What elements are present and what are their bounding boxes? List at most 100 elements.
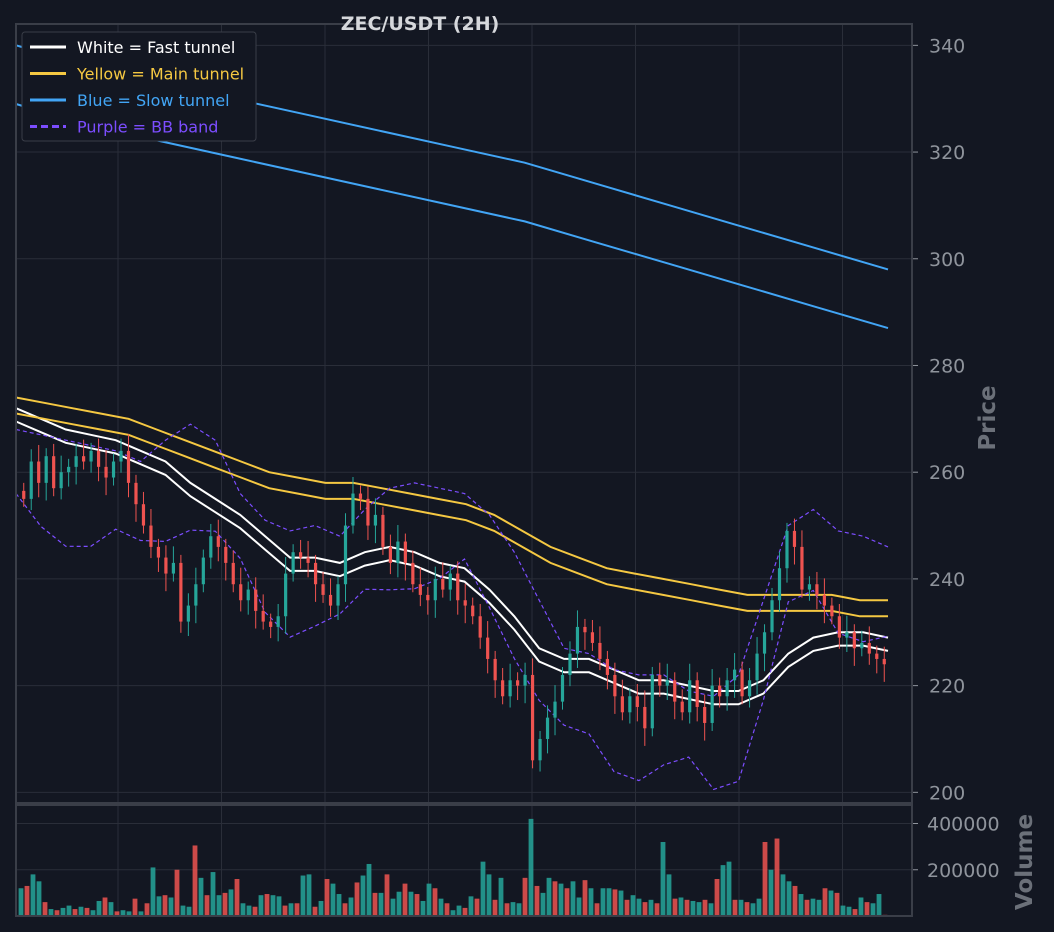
candle-body (740, 669, 744, 697)
volume-bar (168, 897, 174, 916)
candle-body (785, 530, 789, 569)
candle-body (545, 717, 550, 739)
candle-body (426, 594, 430, 601)
candle-body (867, 642, 871, 654)
volume-bar (348, 897, 354, 916)
candle-body (239, 584, 243, 601)
volume-bar (528, 818, 534, 916)
volume-bar (66, 905, 72, 916)
volume-bar (450, 910, 456, 916)
volume-bar (234, 879, 240, 916)
volume-bar (534, 885, 540, 916)
legend: White = Fast tunnel Yellow = Main tunnel B… (21, 31, 257, 142)
y-tick-label: 220 (929, 676, 965, 698)
volume-bar (720, 865, 726, 916)
candle-body (665, 680, 669, 686)
candle-body (396, 541, 400, 563)
candle-body (134, 482, 138, 505)
candle-body (141, 504, 146, 526)
volume-bar (876, 894, 882, 916)
volume-bar (840, 905, 846, 916)
candle-body (613, 674, 617, 697)
overlay-line (15, 420, 889, 706)
candle-body (403, 541, 407, 563)
candle-body (246, 589, 250, 601)
volume-bar (426, 883, 432, 916)
candle-body (860, 642, 864, 649)
volume-bar (564, 888, 570, 916)
candle-body (590, 632, 595, 643)
volume-bar (786, 881, 792, 916)
candle-body (343, 525, 348, 585)
volume-bar (504, 903, 510, 916)
candle-body (830, 605, 834, 617)
volume-bar (618, 890, 624, 916)
volume-bar (264, 894, 270, 916)
legend-label: Purple = BB band (77, 118, 218, 137)
volume-bar (522, 877, 528, 916)
candle-body (328, 594, 333, 606)
volume-bar (750, 903, 756, 916)
overlay-line (15, 412, 888, 618)
volume-bar (18, 888, 24, 916)
volume-bar (546, 877, 552, 916)
candle-body (74, 456, 78, 467)
candle-body (688, 680, 692, 713)
volume-bar (174, 869, 180, 916)
legend-box (21, 31, 257, 142)
volume-bar (150, 867, 156, 916)
candle-body (523, 674, 527, 686)
volume-bar (798, 894, 804, 916)
volume-bar (378, 892, 384, 916)
candle-body (718, 685, 722, 697)
candle-body (59, 472, 63, 489)
volume-bar (366, 863, 372, 916)
candle-body (351, 493, 355, 526)
volume-bar (576, 897, 582, 916)
volume-bar (630, 895, 636, 916)
candle-body (501, 680, 505, 697)
volume-bar (666, 874, 672, 916)
candles (22, 434, 886, 772)
candle-body (733, 669, 737, 681)
candle-body (276, 616, 280, 627)
candle-body (680, 701, 684, 713)
volume-bar (582, 880, 588, 916)
candle-body (882, 658, 886, 665)
candle-body (171, 562, 175, 574)
volume-bar (600, 888, 606, 916)
volume-bar (774, 838, 780, 916)
candle-body (493, 658, 497, 681)
volume-bar (540, 892, 546, 916)
candle-body (231, 562, 235, 585)
volume-bar (612, 889, 618, 916)
volume-bar (114, 911, 120, 916)
candle-body (119, 450, 123, 462)
candle-body (194, 584, 198, 606)
volume-bar (708, 903, 714, 916)
candle-body (269, 621, 273, 627)
candle-body (358, 493, 363, 499)
candle-body (448, 573, 452, 590)
volume-bar (258, 895, 264, 916)
volume-bar (30, 874, 36, 916)
y-tick-label: 320 (929, 142, 965, 164)
legend-label: Blue = Slow tunnel (77, 91, 230, 110)
candle-body (201, 557, 205, 585)
candle-body (37, 461, 41, 483)
volume-bar (768, 869, 774, 916)
candle-body (209, 536, 213, 558)
candle-body (441, 578, 445, 590)
volume-bar (570, 881, 576, 916)
volume-bar (24, 885, 30, 916)
volume-bar (84, 907, 90, 916)
candle-body (321, 584, 325, 595)
candle-body (673, 680, 677, 702)
volume-bar (744, 902, 750, 916)
volume-bar (462, 907, 468, 916)
volume-bar (690, 900, 696, 916)
candle-body (284, 573, 288, 617)
volume-tick-label: 400000 (927, 814, 1000, 836)
volume-bar (684, 899, 690, 916)
